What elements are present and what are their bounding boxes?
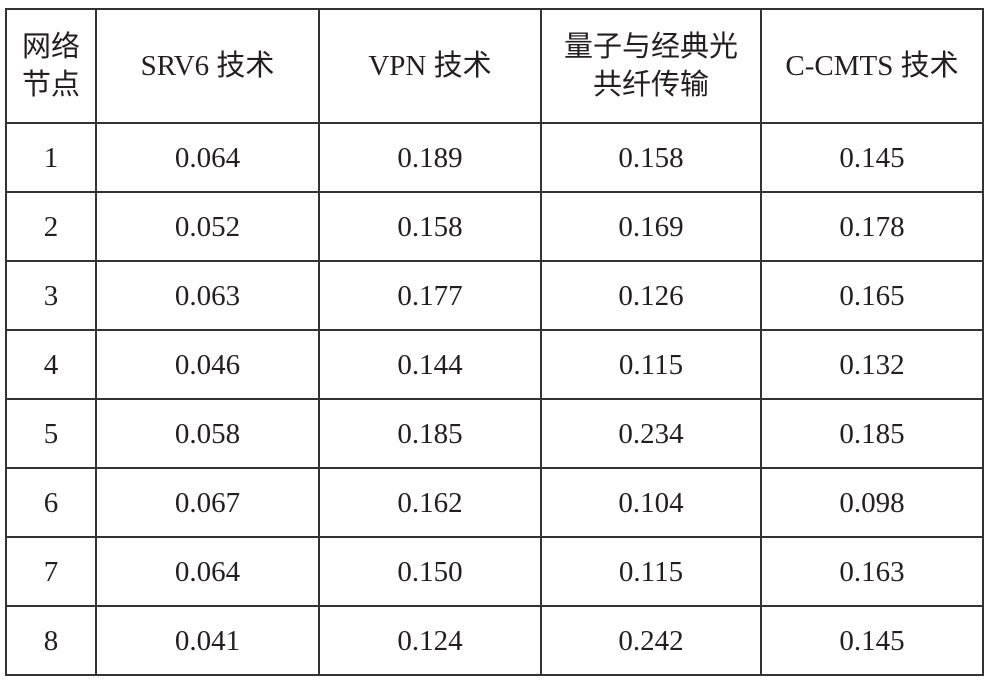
value-cell: 0.165	[760, 260, 984, 331]
value-cell: 0.242	[540, 605, 762, 676]
value-cell: 0.126	[540, 260, 762, 331]
header-cell: 量子与经典光共纤传输	[540, 8, 762, 124]
value-cell: 0.052	[95, 191, 320, 262]
table-row: 2 0.052 0.158 0.169 0.178	[5, 191, 984, 262]
value-cell: 0.158	[540, 122, 762, 193]
node-cell: 6	[5, 467, 97, 538]
header-row: 网络节点 SRV6 技术 VPN 技术 量子与经典光共纤传输 C-CMTS 技术	[5, 8, 984, 124]
value-cell: 0.178	[760, 191, 984, 262]
node-cell: 3	[5, 260, 97, 331]
value-cell: 0.067	[95, 467, 320, 538]
value-cell: 0.145	[760, 605, 984, 676]
node-cell: 2	[5, 191, 97, 262]
table-body: 1 0.064 0.189 0.158 0.145 2 0.052 0.158 0.169 0.1…	[5, 122, 984, 676]
value-cell: 0.185	[318, 398, 542, 469]
value-cell: 0.189	[318, 122, 542, 193]
value-cell: 0.063	[95, 260, 320, 331]
node-cell: 7	[5, 536, 97, 607]
value-cell: 0.144	[318, 329, 542, 400]
node-cell: 8	[5, 605, 97, 676]
value-cell: 0.185	[760, 398, 984, 469]
table-wrapper: 网络节点 SRV6 技术 VPN 技术 量子与经典光共纤传输 C-CMTS 技术 1 0.…	[5, 8, 984, 676]
value-cell: 0.124	[318, 605, 542, 676]
value-cell: 0.234	[540, 398, 762, 469]
header-cell: 网络节点	[5, 8, 97, 124]
value-cell: 0.145	[760, 122, 984, 193]
value-cell: 0.115	[540, 536, 762, 607]
value-cell: 0.046	[95, 329, 320, 400]
node-cell: 4	[5, 329, 97, 400]
value-cell: 0.098	[760, 467, 984, 538]
value-cell: 0.064	[95, 122, 320, 193]
value-cell: 0.169	[540, 191, 762, 262]
table-row: 7 0.064 0.150 0.115 0.163	[5, 536, 984, 607]
value-cell: 0.150	[318, 536, 542, 607]
value-cell: 0.058	[95, 398, 320, 469]
node-cell: 1	[5, 122, 97, 193]
value-cell: 0.163	[760, 536, 984, 607]
header-cell: SRV6 技术	[95, 8, 320, 124]
value-cell: 0.115	[540, 329, 762, 400]
header-cell: C-CMTS 技术	[760, 8, 984, 124]
node-cell: 5	[5, 398, 97, 469]
table-head: 网络节点 SRV6 技术 VPN 技术 量子与经典光共纤传输 C-CMTS 技术	[5, 8, 984, 124]
table-row: 8 0.041 0.124 0.242 0.145	[5, 605, 984, 676]
value-cell: 0.104	[540, 467, 762, 538]
table-row: 3 0.063 0.177 0.126 0.165	[5, 260, 984, 331]
value-cell: 0.177	[318, 260, 542, 331]
table-row: 1 0.064 0.189 0.158 0.145	[5, 122, 984, 193]
value-cell: 0.132	[760, 329, 984, 400]
table-row: 6 0.067 0.162 0.104 0.098	[5, 467, 984, 538]
header-cell: VPN 技术	[318, 8, 542, 124]
table-row: 4 0.046 0.144 0.115 0.132	[5, 329, 984, 400]
table-row: 5 0.058 0.185 0.234 0.185	[5, 398, 984, 469]
data-table: 网络节点 SRV6 技术 VPN 技术 量子与经典光共纤传输 C-CMTS 技术 1 0.…	[5, 8, 984, 676]
value-cell: 0.064	[95, 536, 320, 607]
value-cell: 0.158	[318, 191, 542, 262]
value-cell: 0.162	[318, 467, 542, 538]
value-cell: 0.041	[95, 605, 320, 676]
